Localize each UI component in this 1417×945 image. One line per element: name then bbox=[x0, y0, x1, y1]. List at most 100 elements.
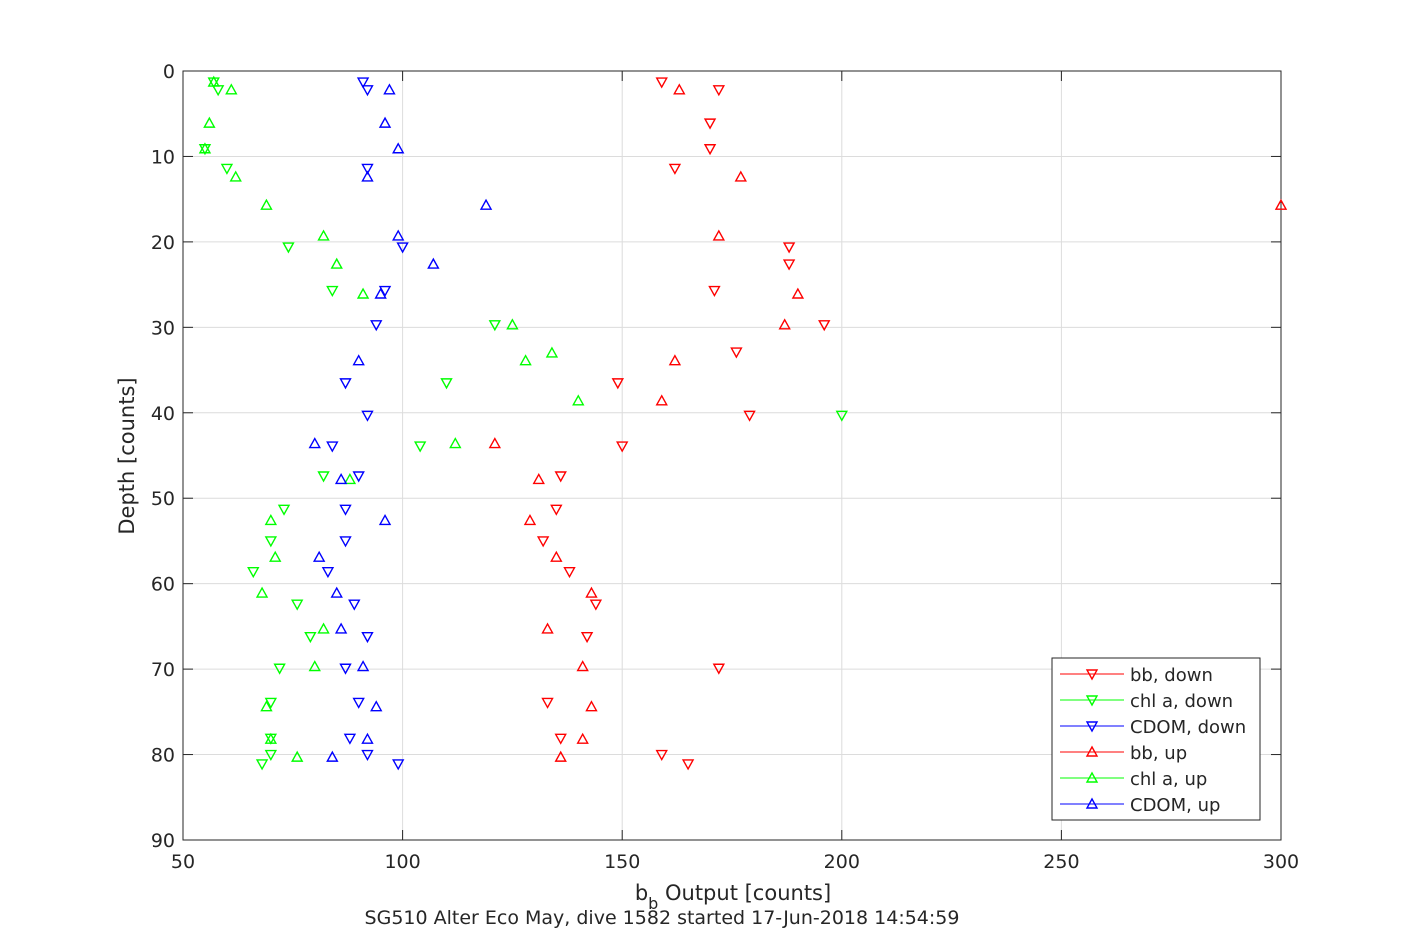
legend-marker bbox=[1085, 771, 1099, 783]
data-point bbox=[361, 749, 374, 761]
y-tick-label: 20 bbox=[151, 232, 175, 254]
data-point bbox=[317, 229, 330, 241]
data-point bbox=[523, 513, 537, 526]
data-point bbox=[356, 660, 370, 672]
data-point bbox=[220, 163, 234, 175]
legend-box bbox=[1051, 657, 1261, 821]
data-point bbox=[370, 320, 383, 332]
data-point bbox=[427, 257, 440, 269]
data-point bbox=[352, 697, 365, 709]
data-point bbox=[339, 536, 352, 548]
data-point bbox=[282, 242, 295, 254]
data-point bbox=[317, 471, 330, 483]
x-tick-label: 300 bbox=[1263, 851, 1299, 873]
data-point bbox=[378, 513, 392, 526]
data-point bbox=[589, 599, 603, 611]
data-point bbox=[554, 733, 567, 745]
legend-marker bbox=[1085, 745, 1099, 757]
data-point bbox=[563, 567, 576, 579]
data-point bbox=[198, 142, 212, 154]
data-point bbox=[273, 663, 286, 675]
data-point bbox=[392, 229, 405, 241]
data-point bbox=[778, 318, 791, 330]
data-point bbox=[352, 471, 365, 483]
data-point bbox=[334, 622, 348, 634]
data-point bbox=[308, 660, 321, 672]
data-point bbox=[247, 567, 260, 579]
data-point bbox=[712, 229, 726, 241]
y-tick-label: 10 bbox=[151, 146, 175, 168]
data-point bbox=[334, 472, 348, 485]
legend-marker bbox=[1085, 669, 1099, 681]
legend-label: bb, up bbox=[1130, 743, 1187, 764]
data-point bbox=[580, 631, 594, 644]
x-tick-label: 100 bbox=[384, 851, 420, 873]
data-point bbox=[616, 441, 629, 453]
data-point bbox=[396, 242, 409, 254]
data-point bbox=[413, 441, 427, 453]
data-point bbox=[264, 732, 278, 744]
data-point bbox=[585, 586, 598, 598]
data-point bbox=[370, 700, 383, 712]
data-point bbox=[392, 759, 405, 771]
data-point bbox=[655, 394, 668, 406]
y-tick-label: 60 bbox=[151, 574, 175, 596]
data-point bbox=[655, 77, 668, 89]
data-markers bbox=[198, 75, 1288, 771]
data-point bbox=[712, 663, 726, 675]
data-point bbox=[479, 198, 493, 210]
data-point bbox=[576, 660, 589, 672]
data-point bbox=[330, 586, 343, 598]
data-point bbox=[321, 567, 335, 579]
data-point bbox=[488, 320, 502, 332]
data-point bbox=[264, 749, 278, 761]
data-point bbox=[550, 504, 563, 516]
x-axis-ticks: 50 100 150 200 250 300 bbox=[171, 71, 1299, 873]
data-point bbox=[572, 394, 585, 406]
data-point bbox=[554, 471, 567, 483]
data-point bbox=[361, 732, 374, 744]
data-point bbox=[392, 142, 405, 154]
data-point bbox=[730, 347, 743, 359]
legend-label: bb, down bbox=[1130, 665, 1213, 686]
data-point bbox=[308, 437, 321, 449]
data-point bbox=[550, 550, 563, 562]
series-5 bbox=[308, 83, 493, 762]
y-tick-label: 50 bbox=[151, 488, 175, 510]
legend-marker bbox=[1085, 797, 1099, 809]
data-point bbox=[506, 318, 519, 330]
x-tick-label: 250 bbox=[1043, 851, 1079, 873]
data-point bbox=[361, 163, 374, 175]
data-point bbox=[343, 733, 357, 745]
data-point bbox=[207, 75, 220, 87]
data-point bbox=[339, 663, 352, 675]
y-tick-label: 80 bbox=[151, 745, 175, 767]
data-point bbox=[229, 170, 242, 182]
data-point bbox=[326, 750, 339, 762]
data-point bbox=[791, 287, 805, 299]
series-4 bbox=[198, 75, 585, 762]
x-axis-label: bb Output [counts] bbox=[635, 881, 831, 913]
axes-box bbox=[182, 70, 1282, 841]
data-point bbox=[203, 116, 216, 128]
data-point bbox=[277, 504, 291, 516]
data-point bbox=[673, 83, 686, 95]
data-point bbox=[225, 83, 238, 95]
data-point bbox=[291, 750, 304, 762]
data-point bbox=[545, 346, 559, 358]
data-point bbox=[668, 354, 682, 366]
y-tick-label: 40 bbox=[151, 403, 175, 425]
legend: bb, down chl a, down CDOM, down bb, up chl a… bbox=[1051, 657, 1261, 821]
data-point bbox=[264, 536, 278, 548]
data-point bbox=[519, 354, 532, 366]
series-3 bbox=[488, 83, 1288, 762]
x-tick-label: 150 bbox=[604, 851, 640, 873]
y-axis-ticks: 0 10 20 30 40 50 60 70 80 90 bbox=[151, 61, 1281, 852]
data-point bbox=[356, 287, 370, 299]
data-point bbox=[352, 354, 365, 366]
data-point bbox=[343, 472, 357, 485]
data-point bbox=[835, 410, 848, 422]
data-point bbox=[291, 599, 304, 611]
data-point bbox=[734, 170, 747, 182]
data-point bbox=[708, 285, 721, 298]
